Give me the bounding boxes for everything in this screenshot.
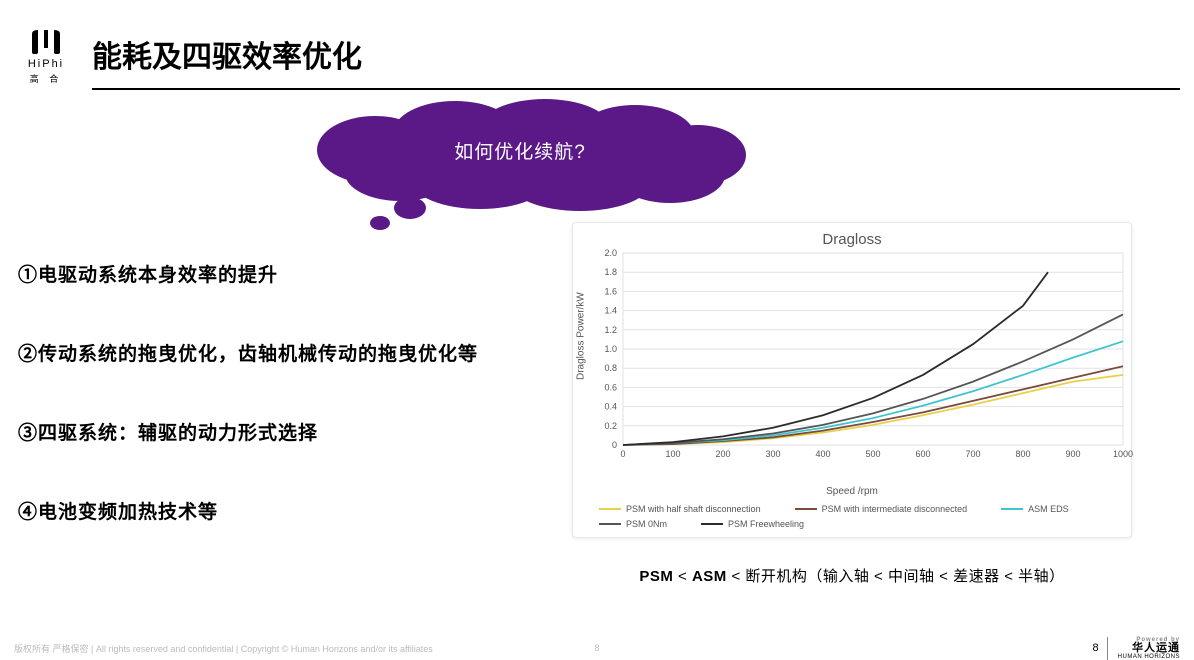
svg-text:1.4: 1.4: [604, 306, 617, 316]
svg-text:1.6: 1.6: [604, 286, 617, 296]
conclusion-asm: ASM: [692, 568, 727, 585]
footer-page-right: 8: [1093, 642, 1099, 654]
footer-brand: Powered by 华人运通 HUMAN HORIZONS: [1107, 637, 1180, 660]
legend-item: PSM with half shaft disconnection: [599, 502, 761, 516]
legend-item: PSM with intermediate disconnected: [795, 502, 968, 516]
chart-legend: PSM with half shaft disconnection PSM wit…: [599, 502, 1121, 531]
svg-text:1.0: 1.0: [604, 344, 617, 354]
chart-title: Dragloss: [573, 231, 1131, 248]
legend-item: ASM EDS: [1001, 502, 1069, 516]
svg-text:0.2: 0.2: [604, 421, 617, 431]
bullet-list: ①电驱动系统本身效率的提升 ②传动系统的拖曳优化，齿轴机械传动的拖曳优化等 ③四…: [18, 260, 558, 576]
svg-text:400: 400: [815, 449, 830, 459]
conclusion-text: PSM < ASM < 断开机构（输入轴 < 中间轴 < 差速器 < 半轴）: [572, 565, 1132, 586]
svg-text:200: 200: [715, 449, 730, 459]
bullet-1: ①电驱动系统本身效率的提升: [18, 260, 558, 287]
footer: 版权所有 严格保密 | All rights reserved and conf…: [14, 637, 1180, 659]
svg-text:1000: 1000: [1113, 449, 1133, 459]
svg-text:800: 800: [1015, 449, 1030, 459]
svg-text:500: 500: [865, 449, 880, 459]
title-underline: [92, 88, 1180, 90]
svg-text:0: 0: [612, 440, 617, 450]
legend-item: PSM 0Nm: [599, 517, 667, 531]
svg-text:0.8: 0.8: [604, 363, 617, 373]
legend-item: PSM Freewheeling: [701, 517, 804, 531]
svg-text:700: 700: [965, 449, 980, 459]
logo: HiPhi 高 合: [14, 28, 78, 85]
footer-right: 8 Powered by 华人运通 HUMAN HORIZONS: [617, 637, 1180, 660]
chart-ylabel: Dragloss Power/kW: [576, 292, 587, 380]
bullet-3: ③四驱系统：辅驱的动力形式选择: [18, 418, 558, 445]
chart-plot: 00.20.40.60.81.01.21.41.61.82.0010020030…: [623, 253, 1123, 483]
svg-text:1.8: 1.8: [604, 267, 617, 277]
svg-text:0.4: 0.4: [604, 402, 617, 412]
svg-text:300: 300: [765, 449, 780, 459]
logo-text: HiPhi: [14, 58, 78, 70]
logo-icon: [14, 28, 78, 56]
bullet-2: ②传动系统的拖曳优化，齿轴机械传动的拖曳优化等: [18, 339, 558, 366]
conclusion-psm: PSM: [639, 568, 673, 585]
svg-text:2.0: 2.0: [604, 248, 617, 258]
svg-text:1.2: 1.2: [604, 325, 617, 335]
header: 能耗及四驱效率优化: [92, 32, 1180, 76]
page-title: 能耗及四驱效率优化: [92, 32, 362, 76]
thought-cloud: 如何优化续航?: [280, 95, 760, 225]
svg-text:100: 100: [665, 449, 680, 459]
bullet-4: ④电池变频加热技术等: [18, 497, 558, 524]
conclusion-rest: < 断开机构（输入轴 < 中间轴 < 差速器 < 半轴）: [727, 568, 1065, 585]
svg-text:0: 0: [620, 449, 625, 459]
svg-text:900: 900: [1065, 449, 1080, 459]
svg-text:0.6: 0.6: [604, 382, 617, 392]
footer-copyright: 版权所有 严格保密 | All rights reserved and conf…: [14, 642, 577, 655]
logo-subtext: 高 合: [14, 72, 78, 85]
cloud-text: 如何优化续航?: [280, 137, 760, 164]
footer-page-center: 8: [577, 643, 617, 653]
dragloss-chart: Dragloss Dragloss Power/kW 0 0.2 0.4 0.6 0.8…: [572, 222, 1132, 538]
chart-xlabel: Speed /rpm: [573, 486, 1131, 497]
chart-svg: 00.20.40.60.81.01.21.41.61.82.0010020030…: [623, 253, 1123, 463]
svg-text:600: 600: [915, 449, 930, 459]
